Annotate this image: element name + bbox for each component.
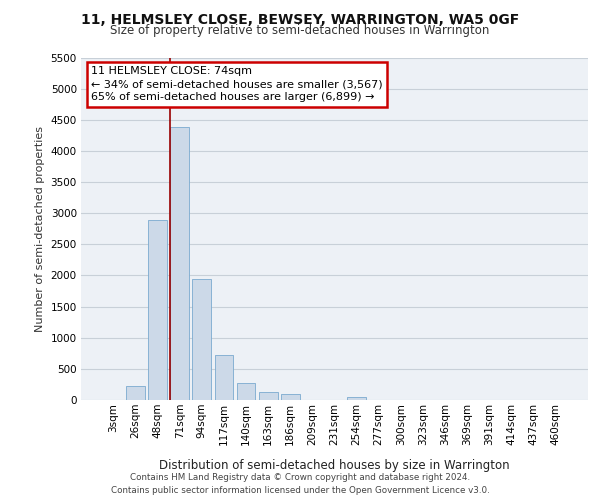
Bar <box>347 397 366 400</box>
Text: 11, HELMSLEY CLOSE, BEWSEY, WARRINGTON, WA5 0GF: 11, HELMSLEY CLOSE, BEWSEY, WARRINGTON, … <box>81 12 519 26</box>
X-axis label: Distribution of semi-detached houses by size in Warrington: Distribution of semi-detached houses by … <box>159 459 510 472</box>
Bar <box>215 354 233 400</box>
Bar <box>236 382 256 400</box>
Bar <box>259 392 278 400</box>
Text: Contains HM Land Registry data © Crown copyright and database right 2024.
Contai: Contains HM Land Registry data © Crown c… <box>110 474 490 495</box>
Text: 11 HELMSLEY CLOSE: 74sqm
← 34% of semi-detached houses are smaller (3,567)
65% o: 11 HELMSLEY CLOSE: 74sqm ← 34% of semi-d… <box>91 66 383 102</box>
Bar <box>281 394 299 400</box>
Bar <box>193 279 211 400</box>
Y-axis label: Number of semi-detached properties: Number of semi-detached properties <box>35 126 45 332</box>
Text: Size of property relative to semi-detached houses in Warrington: Size of property relative to semi-detach… <box>110 24 490 37</box>
Bar <box>126 386 145 400</box>
Bar <box>170 126 189 400</box>
Bar <box>148 220 167 400</box>
